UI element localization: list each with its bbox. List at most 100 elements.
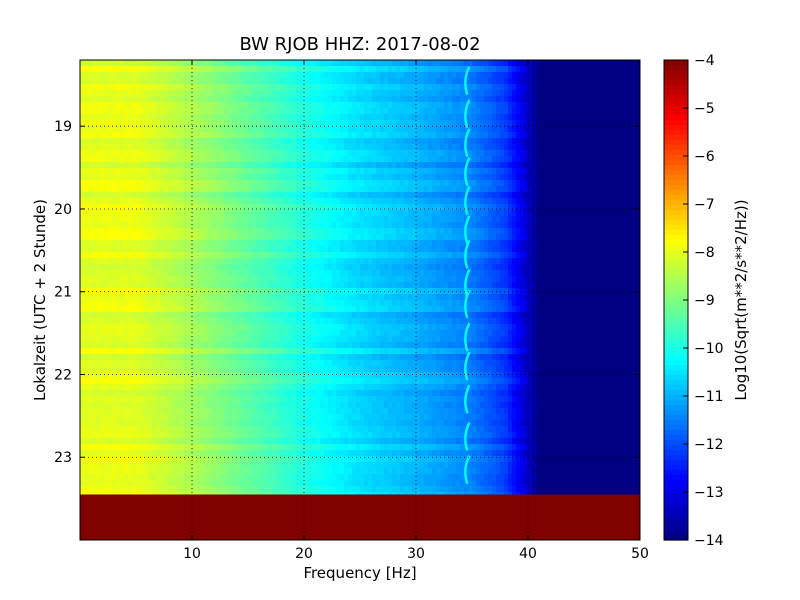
heatmap-cell	[224, 174, 229, 181]
heatmap-cell	[312, 234, 317, 241]
heatmap-cell	[248, 312, 253, 319]
heatmap-cell	[148, 144, 153, 151]
heatmap-cell	[340, 72, 345, 79]
heatmap-cell	[316, 102, 321, 109]
heatmap-cell	[136, 468, 141, 475]
heatmap-cell	[312, 150, 317, 157]
heatmap-cell	[100, 306, 105, 313]
heatmap-cell	[84, 426, 89, 433]
heatmap-cell	[280, 234, 285, 241]
heatmap-cell	[136, 150, 141, 157]
heatmap-cell	[260, 324, 265, 331]
heatmap-cell	[292, 396, 297, 403]
heatmap-cell	[84, 258, 89, 265]
heatmap-cell	[204, 402, 209, 409]
heatmap-cell	[140, 246, 145, 253]
heatmap-cell	[232, 270, 237, 277]
heatmap-cell	[340, 468, 345, 475]
heatmap-cell	[192, 270, 197, 277]
heatmap-cell	[248, 468, 253, 475]
heatmap-cell	[208, 384, 213, 391]
heatmap-cell	[152, 288, 157, 295]
heatmap-cell	[80, 432, 85, 439]
heatmap-cell	[128, 240, 133, 247]
heatmap-cell	[260, 354, 265, 361]
heatmap-cell	[248, 420, 253, 427]
heatmap-cell	[96, 420, 101, 427]
heatmap-cell	[296, 108, 301, 115]
heatmap-cell	[316, 294, 321, 301]
heatmap-cell	[180, 162, 185, 169]
heatmap-cell	[176, 144, 181, 151]
heatmap-cell	[308, 192, 313, 199]
heatmap-cell	[340, 300, 345, 307]
heatmap-cell	[148, 102, 153, 109]
heatmap-cell	[180, 390, 185, 397]
heatmap-cell	[340, 288, 345, 295]
heatmap-cell	[192, 216, 197, 223]
heatmap-cell	[136, 156, 141, 163]
heatmap-cell	[344, 150, 349, 157]
heatmap-cell	[240, 426, 245, 433]
heatmap-cell	[196, 378, 201, 385]
heatmap-cell	[100, 390, 105, 397]
heatmap-cell	[168, 456, 173, 463]
heatmap-cell	[132, 72, 137, 79]
heatmap-cell	[236, 138, 241, 145]
heatmap-cell	[236, 366, 241, 373]
heatmap-cell	[128, 396, 133, 403]
heatmap-cell	[96, 372, 101, 379]
heatmap-cell	[236, 294, 241, 301]
heatmap-cell	[228, 216, 233, 223]
heatmap-cell	[280, 450, 285, 457]
heatmap-cell	[228, 390, 233, 397]
heatmap-cell	[268, 276, 273, 283]
heatmap-cell	[180, 486, 185, 493]
heatmap-column	[300, 60, 305, 495]
heatmap-cell	[180, 144, 185, 151]
heatmap-cell	[124, 408, 129, 415]
heatmap-cell	[316, 174, 321, 181]
heatmap-cell	[280, 84, 285, 91]
heatmap-cell	[236, 204, 241, 211]
heatmap-cell	[308, 456, 313, 463]
heatmap-cell	[148, 210, 153, 217]
heatmap-cell	[220, 282, 225, 289]
heatmap-cell	[160, 474, 165, 481]
heatmap-cell	[304, 144, 309, 151]
heatmap-cell	[144, 180, 149, 187]
heatmap-cell	[100, 312, 105, 319]
heatmap-cell	[272, 438, 277, 445]
heatmap-cell	[92, 318, 97, 325]
heatmap-cell	[152, 426, 157, 433]
heatmap-cell	[104, 354, 109, 361]
heatmap-cell	[296, 450, 301, 457]
heatmap-cell	[160, 378, 165, 385]
heatmap-cell	[228, 468, 233, 475]
heatmap-cell	[240, 204, 245, 211]
heatmap-cell	[256, 366, 261, 373]
heatmap-cell	[200, 270, 205, 277]
heatmap-cell	[232, 408, 237, 415]
heatmap-cell	[280, 390, 285, 397]
heatmap-cell	[272, 420, 277, 427]
heatmap-cell	[256, 270, 261, 277]
heatmap-cell	[92, 456, 97, 463]
heatmap-cell	[160, 384, 165, 391]
heatmap-cell	[120, 336, 125, 343]
heatmap-cell	[168, 474, 173, 481]
heatmap-cell	[132, 420, 137, 427]
heatmap-cell	[124, 348, 129, 355]
heatmap-cell	[164, 174, 169, 181]
heatmap-cell	[228, 198, 233, 205]
heatmap-cell	[312, 426, 317, 433]
heatmap-cell	[308, 108, 313, 115]
heatmap-cell	[300, 222, 305, 229]
heatmap-cell	[232, 96, 237, 103]
heatmap-cell	[224, 240, 229, 247]
heatmap-cell	[152, 444, 157, 451]
heatmap-cell	[268, 288, 273, 295]
heatmap-cell	[156, 360, 161, 367]
heatmap-cell	[96, 168, 101, 175]
heatmap-cell	[80, 402, 85, 409]
